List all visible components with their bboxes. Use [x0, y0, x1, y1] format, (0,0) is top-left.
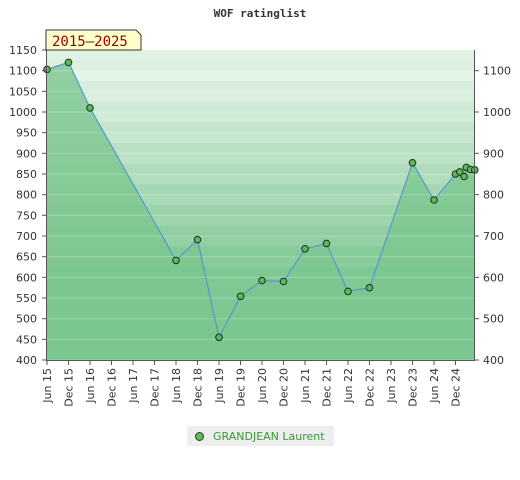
band — [47, 91, 474, 103]
data-point[interactable] — [408, 159, 417, 167]
chart-title: WOF ratinglist — [214, 7, 307, 20]
legend-label: GRANDJEAN Laurent — [213, 429, 325, 443]
band — [47, 143, 474, 154]
right-tick-label: 900 — [483, 147, 504, 160]
data-point[interactable] — [365, 283, 374, 292]
data-point[interactable] — [258, 276, 266, 285]
band — [47, 153, 474, 165]
rating-area — [47, 62, 475, 361]
x-tick-label: Jun 18 — [170, 368, 183, 404]
left-tick-label: 550 — [16, 292, 37, 305]
x-tick-label: Dec 23 — [407, 368, 420, 407]
band — [47, 112, 474, 123]
legend: GRANDJEAN Laurent — [187, 426, 334, 446]
left-tick-label: 1100 — [9, 65, 37, 78]
period-badge-text: 2015–2025 — [52, 34, 128, 50]
band — [47, 163, 474, 175]
x-tick-label: Dec 19 — [235, 368, 248, 407]
band — [47, 194, 474, 206]
data-point[interactable] — [64, 58, 73, 67]
band — [47, 215, 474, 227]
left-axis-ticks: 400 450 500 550 600 650 700 750 800 850 900 950 1000… — [9, 44, 47, 367]
band — [47, 205, 474, 216]
data-point[interactable] — [172, 256, 180, 265]
x-tick-label: Dec 22 — [364, 368, 377, 407]
band — [47, 225, 474, 237]
band — [47, 101, 474, 113]
band — [47, 132, 474, 144]
x-tick-label: Jun 21 — [299, 368, 312, 404]
data-point[interactable] — [236, 292, 245, 301]
left-tick-label: 850 — [16, 168, 37, 181]
left-tick-label: 1050 — [9, 85, 37, 98]
x-tick-label: Dec 18 — [192, 368, 205, 407]
x-tick-label: Dec 24 — [450, 368, 463, 407]
x-tick-label: Jun 17 — [127, 368, 140, 404]
left-tick-label: 400 — [16, 354, 37, 367]
left-tick-label: 900 — [16, 147, 37, 160]
band — [47, 184, 474, 196]
band — [47, 60, 474, 72]
left-tick-label: 500 — [16, 313, 37, 326]
band — [47, 70, 474, 82]
left-tick-label: 750 — [16, 209, 37, 222]
band — [47, 235, 474, 247]
left-tick-label: 800 — [16, 189, 37, 202]
data-point[interactable] — [215, 333, 223, 342]
x-tick-label: Dec 17 — [149, 368, 162, 407]
band — [47, 256, 474, 268]
period-badge: 2015–2025 — [45, 29, 142, 51]
band — [47, 266, 474, 278]
right-tick-label: 500 — [483, 313, 504, 326]
right-tick-label: 800 — [483, 189, 504, 202]
band — [47, 50, 474, 61]
data-point[interactable] — [460, 172, 468, 181]
data-point[interactable] — [344, 287, 352, 296]
right-tick-label: 700 — [483, 230, 504, 243]
data-point[interactable] — [279, 277, 288, 286]
left-tick-label: 450 — [16, 333, 37, 346]
left-tick-label: 600 — [16, 271, 37, 284]
x-tick-label: Jun 20 — [256, 368, 269, 404]
left-tick-label: 950 — [16, 127, 37, 140]
band — [47, 122, 474, 134]
right-tick-label: 1100 — [483, 65, 511, 78]
data-point[interactable] — [301, 245, 309, 253]
left-tick-label: 1000 — [9, 106, 37, 119]
band — [47, 246, 474, 258]
x-tick-label: Jun 24 — [428, 368, 441, 404]
x-tick-label: Jun 15 — [41, 368, 54, 404]
x-tick-label: Jun 23 — [385, 368, 398, 404]
data-point[interactable] — [86, 104, 94, 112]
data-point[interactable] — [193, 235, 202, 244]
x-tick-label: Jun 19 — [213, 368, 226, 404]
x-tick-label: Jun 16 — [84, 368, 97, 404]
data-point[interactable] — [456, 168, 464, 176]
x-tick-label: Dec 15 — [63, 368, 76, 407]
band — [47, 174, 474, 185]
right-tick-label: 1000 — [483, 106, 511, 119]
right-tick-label: 400 — [483, 354, 504, 367]
x-tick-label: Dec 21 — [321, 368, 334, 407]
data-point[interactable] — [430, 196, 438, 204]
legend-marker-icon — [195, 431, 204, 441]
right-axis-ticks: 400 500 600 700 800 900 1000 1100 — [474, 65, 511, 367]
x-axis-ticks: Jun 15 Dec 15 Jun 16 Dec 16 Jun 17 Dec 17 Jun … — [41, 360, 463, 407]
x-tick-label: Dec 20 — [278, 368, 291, 407]
right-tick-label: 600 — [483, 271, 504, 284]
x-tick-label: Jun 22 — [342, 368, 355, 404]
left-tick-label: 700 — [16, 230, 37, 243]
band — [47, 81, 474, 92]
data-point[interactable] — [322, 239, 331, 248]
left-tick-label: 650 — [16, 251, 37, 264]
left-tick-label: 1150 — [9, 44, 37, 57]
x-tick-label: Dec 16 — [106, 368, 119, 407]
